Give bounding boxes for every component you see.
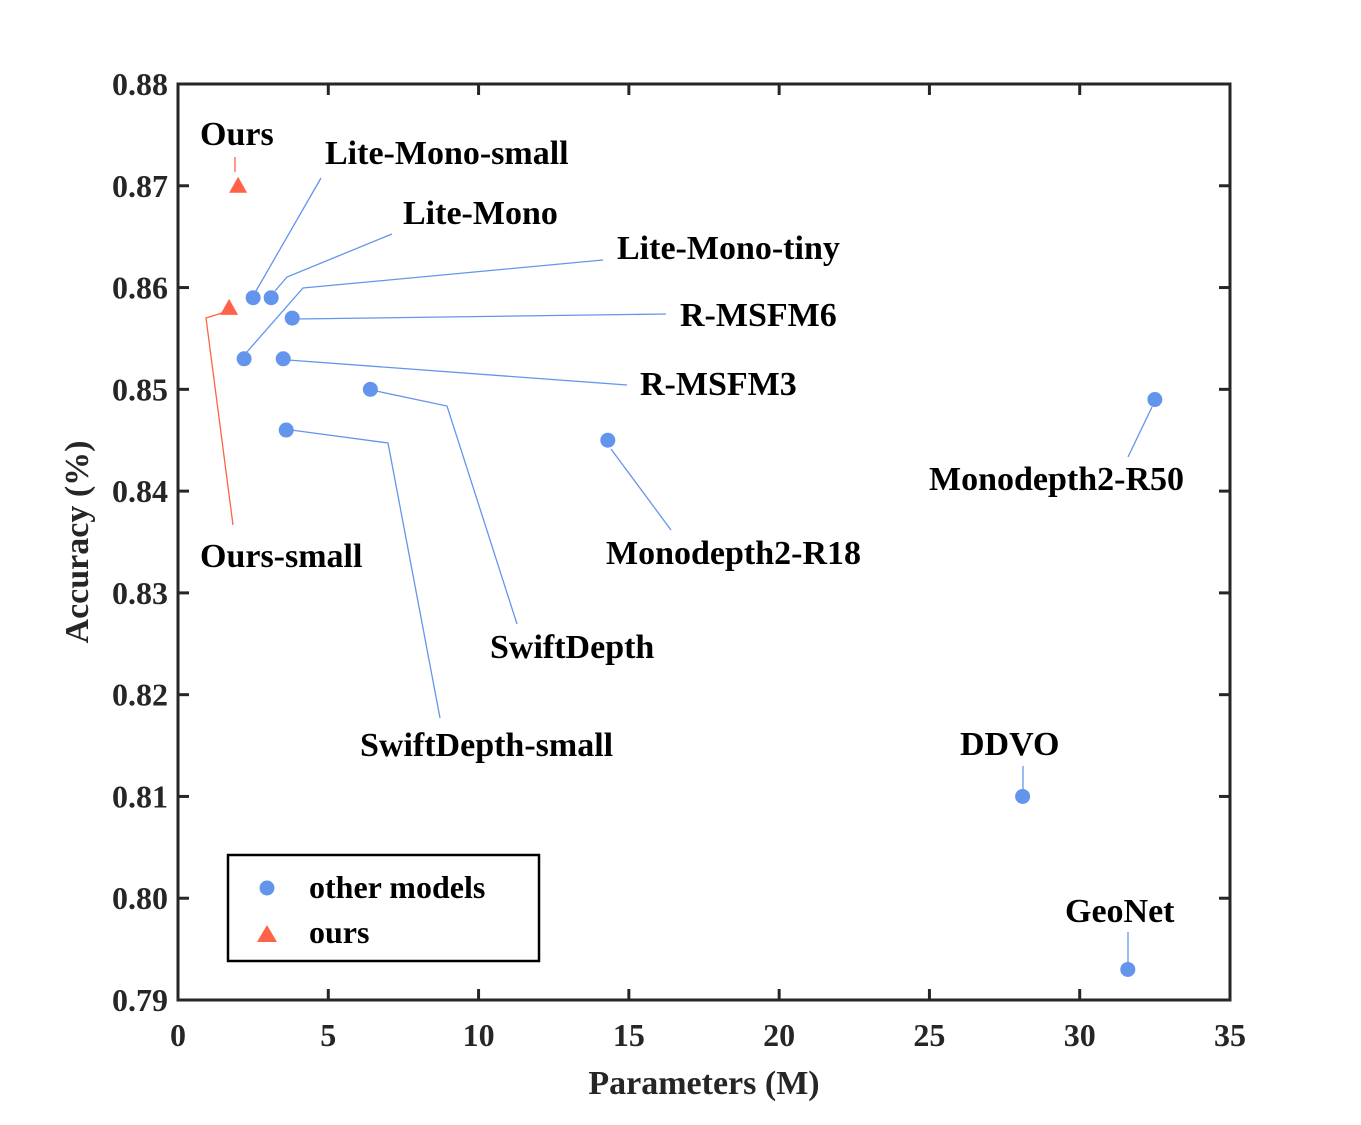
point-geonet bbox=[1120, 961, 1136, 977]
point-ours bbox=[229, 176, 248, 193]
leader-line-swiftdepth-small bbox=[290, 429, 441, 719]
x-tick-label: 10 bbox=[463, 1017, 495, 1053]
legend-box bbox=[226, 853, 541, 963]
x-tick-label: 0 bbox=[170, 1017, 186, 1053]
legend-label-ours: ours bbox=[309, 914, 369, 950]
y-tick-label: 0.86 bbox=[112, 270, 168, 306]
leader-line-lite-mono-small bbox=[255, 177, 322, 292]
y-tick-label: 0.85 bbox=[112, 371, 168, 407]
x-tick-label: 20 bbox=[763, 1017, 795, 1053]
label-swiftdepth: SwiftDepth bbox=[490, 629, 654, 666]
point-labels: Lite-Mono-small Lite-Mono Lite-Mono-tiny R-… bbox=[200, 116, 1184, 930]
label-ddvo: DDVO bbox=[960, 726, 1059, 763]
y-tick-label: 0.79 bbox=[112, 982, 168, 1018]
label-ours: Ours bbox=[200, 116, 274, 153]
point-lite-mono-tiny bbox=[236, 351, 252, 367]
point-lite-mono bbox=[263, 290, 279, 306]
point-lite-mono-small bbox=[245, 290, 261, 306]
x-tick-label: 35 bbox=[1214, 1017, 1246, 1053]
leader-line-r-msfm6 bbox=[296, 313, 667, 320]
point-r-msfm3 bbox=[275, 351, 291, 367]
leader-line-ours-small bbox=[205, 312, 234, 526]
y-tick-label: 0.82 bbox=[112, 677, 168, 713]
x-tick-label: 30 bbox=[1064, 1017, 1096, 1053]
x-tick-label: 25 bbox=[913, 1017, 945, 1053]
point-swiftdepth-small bbox=[278, 422, 294, 438]
label-lite-mono-small: Lite-Mono-small bbox=[325, 135, 569, 172]
legend-label-other-models: other models bbox=[309, 869, 485, 905]
y-tick-label: 0.84 bbox=[112, 473, 168, 509]
label-monodepth2-r50: Monodepth2-R50 bbox=[929, 461, 1184, 498]
leader-line-lite-mono-tiny bbox=[245, 259, 604, 354]
point-ours-small bbox=[220, 298, 239, 315]
label-r-msfm3: R-MSFM3 bbox=[640, 366, 797, 403]
point-monodepth2-r18 bbox=[600, 432, 616, 448]
label-geonet: GeoNet bbox=[1065, 893, 1175, 930]
leader-line-monodepth2-r50 bbox=[1127, 406, 1153, 458]
label-lite-mono-tiny: Lite-Mono-tiny bbox=[617, 230, 840, 267]
axes: 0 5 10 15 20 25 30 35 0.79 0.80 0.81 0.82 0.83 0.84 0.… bbox=[112, 66, 1246, 1053]
x-axis-title: Parameters (M) bbox=[588, 1065, 819, 1102]
point-swiftdepth bbox=[362, 381, 378, 397]
y-tick-label: 0.83 bbox=[112, 575, 168, 611]
y-tick-label: 0.88 bbox=[112, 66, 168, 102]
point-ddvo bbox=[1015, 788, 1031, 804]
label-monodepth2-r18: Monodepth2-R18 bbox=[606, 535, 861, 572]
legend-marker-other-models bbox=[259, 880, 275, 896]
leader-line-r-msfm3 bbox=[287, 359, 628, 386]
leader-line-lite-mono bbox=[274, 233, 393, 292]
point-monodepth2-r50 bbox=[1147, 392, 1163, 408]
y-axis-title: Accuracy (%) bbox=[59, 441, 96, 644]
y-tick-label: 0.80 bbox=[112, 880, 168, 916]
label-r-msfm6: R-MSFM6 bbox=[680, 297, 837, 334]
leader-line-swiftdepth bbox=[375, 390, 518, 625]
label-ours-small: Ours-small bbox=[200, 538, 362, 575]
plot-frame bbox=[176, 82, 1232, 1002]
leader-lines bbox=[205, 157, 1153, 963]
y-tick-label: 0.81 bbox=[112, 778, 168, 814]
x-tick-label: 15 bbox=[613, 1017, 645, 1053]
x-tick-label: 5 bbox=[320, 1017, 336, 1053]
legend: other models ours bbox=[226, 853, 541, 963]
label-lite-mono: Lite-Mono bbox=[403, 195, 558, 232]
label-swiftdepth-small: SwiftDepth-small bbox=[360, 727, 613, 764]
leader-line-monodepth2-r18 bbox=[610, 448, 672, 531]
point-r-msfm6 bbox=[284, 310, 300, 326]
y-tick-label: 0.87 bbox=[112, 168, 168, 204]
legend-marker-ours bbox=[257, 925, 277, 942]
data-marks bbox=[220, 176, 1163, 977]
